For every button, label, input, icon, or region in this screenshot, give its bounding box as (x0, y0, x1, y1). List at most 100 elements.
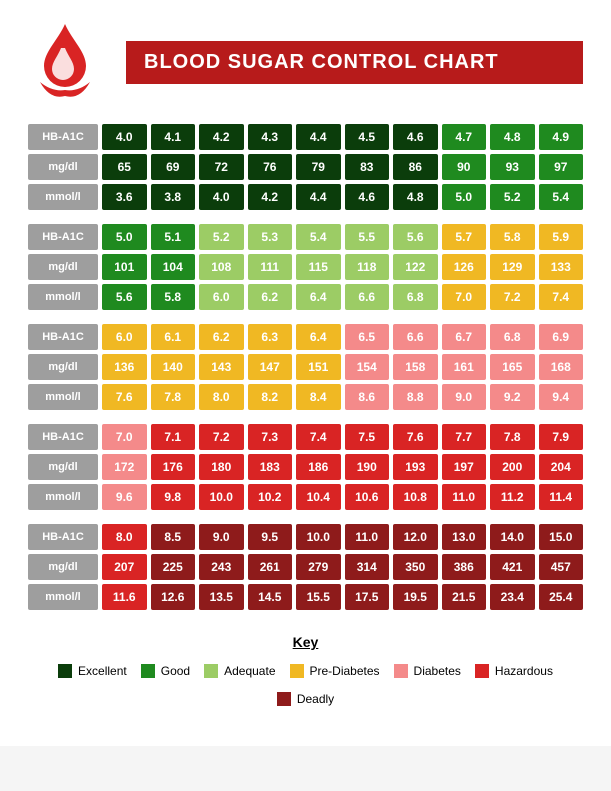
chart-section: HB-A1C8.08.59.09.510.011.012.013.014.015… (28, 524, 583, 610)
data-cell: 5.4 (296, 224, 341, 250)
data-cell: 11.4 (539, 484, 584, 510)
row-label: HB-A1C (28, 424, 98, 450)
data-cell: 9.0 (199, 524, 244, 550)
data-cell: 9.2 (490, 384, 535, 410)
row-label: mg/dl (28, 554, 98, 580)
legend-swatch (475, 664, 489, 678)
row-label: mmol/l (28, 384, 98, 410)
data-cell: 5.2 (199, 224, 244, 250)
data-cell: 176 (151, 454, 196, 480)
data-cell: 243 (199, 554, 244, 580)
row-label: mmol/l (28, 484, 98, 510)
row-label: HB-A1C (28, 524, 98, 550)
legend-label: Hazardous (495, 664, 553, 678)
data-cell: 4.2 (248, 184, 293, 210)
data-cell: 207 (102, 554, 147, 580)
row-label: mmol/l (28, 284, 98, 310)
legend-item: Hazardous (475, 664, 553, 678)
data-cell: 108 (199, 254, 244, 280)
legend: ExcellentGoodAdequatePre-DiabetesDiabete… (28, 664, 583, 706)
data-cell: 161 (442, 354, 487, 380)
data-cell: 118 (345, 254, 390, 280)
data-cell: 6.4 (296, 324, 341, 350)
chart-row: HB-A1C8.08.59.09.510.011.012.013.014.015… (28, 524, 583, 550)
data-cell: 90 (442, 154, 487, 180)
chart-row: mg/dl207225243261279314350386421457 (28, 554, 583, 580)
data-cell: 200 (490, 454, 535, 480)
data-cell: 193 (393, 454, 438, 480)
data-cell: 11.2 (490, 484, 535, 510)
data-cell: 19.5 (393, 584, 438, 610)
data-cell: 7.6 (102, 384, 147, 410)
legend-swatch (58, 664, 72, 678)
data-cell: 13.5 (199, 584, 244, 610)
data-cell: 158 (393, 354, 438, 380)
data-cell: 3.6 (102, 184, 147, 210)
data-cell: 183 (248, 454, 293, 480)
data-cell: 147 (248, 354, 293, 380)
data-cell: 10.6 (345, 484, 390, 510)
chart-row: mg/dl172176180183186190193197200204 (28, 454, 583, 480)
data-cell: 21.5 (442, 584, 487, 610)
data-cell: 5.6 (102, 284, 147, 310)
data-cell: 7.0 (442, 284, 487, 310)
data-cell: 5.0 (442, 184, 487, 210)
chart-sections: HB-A1C4.04.14.24.34.44.54.64.74.84.9mg/d… (28, 124, 583, 610)
data-cell: 65 (102, 154, 147, 180)
data-cell: 83 (345, 154, 390, 180)
data-cell: 86 (393, 154, 438, 180)
data-cell: 5.2 (490, 184, 535, 210)
data-cell: 7.7 (442, 424, 487, 450)
data-cell: 15.0 (539, 524, 584, 550)
data-cell: 421 (490, 554, 535, 580)
data-cell: 7.0 (102, 424, 147, 450)
row-label: mg/dl (28, 154, 98, 180)
data-cell: 97 (539, 154, 584, 180)
data-cell: 17.5 (345, 584, 390, 610)
data-cell: 11.0 (442, 484, 487, 510)
row-label: mg/dl (28, 354, 98, 380)
data-cell: 9.0 (442, 384, 487, 410)
chart-row: mg/dl136140143147151154158161165168 (28, 354, 583, 380)
chart-section: HB-A1C4.04.14.24.34.44.54.64.74.84.9mg/d… (28, 124, 583, 210)
key-title: Key (28, 634, 583, 650)
data-cell: 4.7 (442, 124, 487, 150)
data-cell: 104 (151, 254, 196, 280)
data-cell: 72 (199, 154, 244, 180)
data-cell: 261 (248, 554, 293, 580)
data-cell: 122 (393, 254, 438, 280)
data-cell: 6.8 (490, 324, 535, 350)
chart-row: mmol/l11.612.613.514.515.517.519.521.523… (28, 584, 583, 610)
data-cell: 25.4 (539, 584, 584, 610)
data-cell: 190 (345, 454, 390, 480)
legend-label: Diabetes (414, 664, 461, 678)
row-label: HB-A1C (28, 324, 98, 350)
data-cell: 4.5 (345, 124, 390, 150)
legend-item: Diabetes (394, 664, 461, 678)
data-cell: 7.9 (539, 424, 584, 450)
chart-row: mg/dl65697276798386909397 (28, 154, 583, 180)
page-title: BLOOD SUGAR CONTROL CHART (126, 41, 583, 84)
data-cell: 101 (102, 254, 147, 280)
chart-row: mmol/l5.65.86.06.26.46.66.87.07.27.4 (28, 284, 583, 310)
data-cell: 4.4 (296, 184, 341, 210)
chart-row: HB-A1C5.05.15.25.35.45.55.65.75.85.9 (28, 224, 583, 250)
row-label: HB-A1C (28, 124, 98, 150)
legend-swatch (141, 664, 155, 678)
data-cell: 4.8 (490, 124, 535, 150)
data-cell: 6.0 (199, 284, 244, 310)
data-cell: 5.4 (539, 184, 584, 210)
data-cell: 4.2 (199, 124, 244, 150)
data-cell: 4.9 (539, 124, 584, 150)
data-cell: 136 (102, 354, 147, 380)
data-cell: 5.7 (442, 224, 487, 250)
data-cell: 5.3 (248, 224, 293, 250)
data-cell: 4.6 (345, 184, 390, 210)
data-cell: 386 (442, 554, 487, 580)
data-cell: 172 (102, 454, 147, 480)
data-cell: 6.4 (296, 284, 341, 310)
data-cell: 154 (345, 354, 390, 380)
data-cell: 10.2 (248, 484, 293, 510)
data-cell: 225 (151, 554, 196, 580)
data-cell: 6.9 (539, 324, 584, 350)
